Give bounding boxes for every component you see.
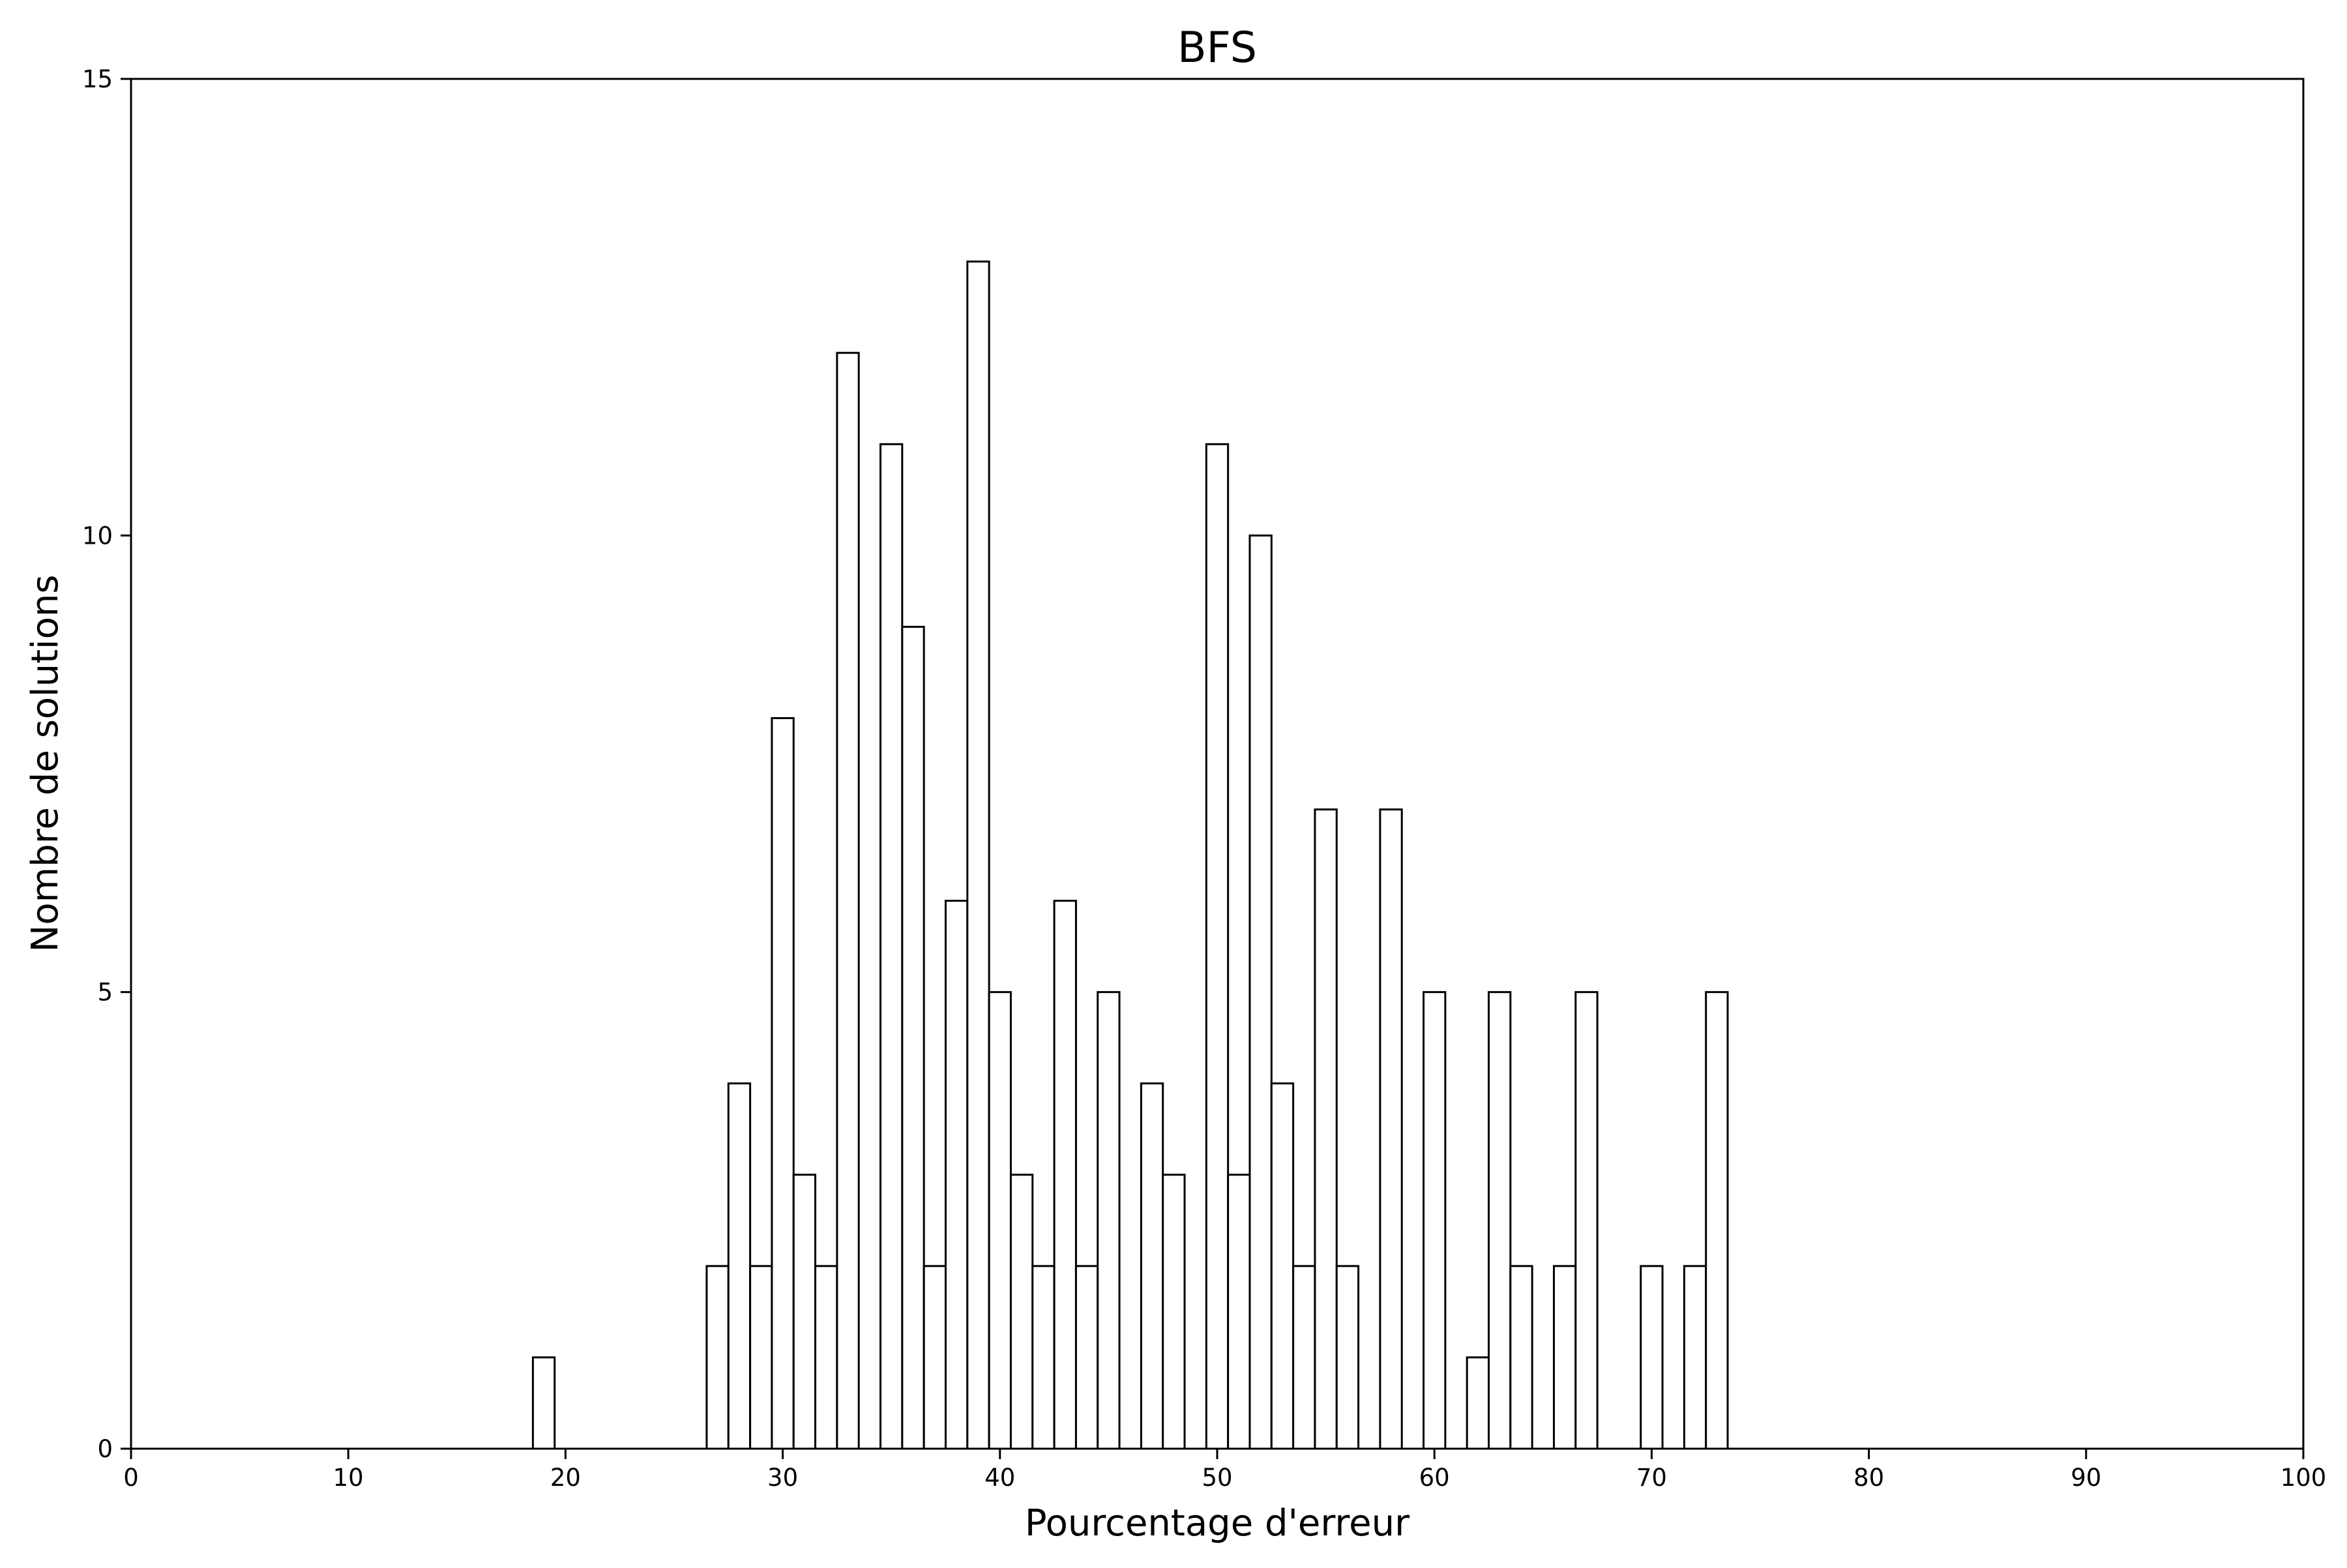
bar-10 xyxy=(923,1265,947,1450)
bar-13 xyxy=(988,991,1012,1450)
x-axis-label: Pourcentage d'erreur xyxy=(1025,1502,1410,1545)
bar-11 xyxy=(945,900,969,1450)
bar-2 xyxy=(727,1082,752,1450)
bar-3 xyxy=(749,1265,773,1450)
bar-21 xyxy=(1205,443,1230,1450)
y-axis-ticks: 0 5 10 15 xyxy=(82,65,131,1463)
y-tick-label-0: 0 xyxy=(97,1435,113,1463)
x-axis-ticks: 0 10 20 30 40 50 60 70 80 90 100 xyxy=(123,1449,2326,1492)
bar-20 xyxy=(1162,1174,1186,1450)
bar-0 xyxy=(531,1356,556,1450)
bar-23 xyxy=(1248,534,1273,1450)
bar-19 xyxy=(1140,1082,1164,1450)
bar-7 xyxy=(836,351,860,1450)
bar-36 xyxy=(1683,1265,1707,1450)
x-tick-label-4: 40 xyxy=(984,1464,1015,1492)
y-tick-label-3: 15 xyxy=(82,65,113,93)
bar-12 xyxy=(966,260,990,1450)
x-tick-label-6: 60 xyxy=(1419,1464,1450,1492)
x-tick-label-3: 30 xyxy=(767,1464,798,1492)
chart-title: BFS xyxy=(1177,23,1257,72)
x-tick-label-7: 70 xyxy=(1636,1464,1667,1492)
x-tick-label-5: 50 xyxy=(1202,1464,1232,1492)
bar-5 xyxy=(792,1174,817,1450)
bar-6 xyxy=(814,1265,838,1450)
x-tick-label-0: 0 xyxy=(123,1464,139,1492)
y-tick-label-1: 5 xyxy=(97,979,113,1007)
bar-14 xyxy=(1009,1174,1034,1450)
bar-18 xyxy=(1097,991,1121,1450)
bar-30 xyxy=(1466,1356,1490,1450)
bar-33 xyxy=(1552,1265,1577,1450)
x-tick-label-8: 80 xyxy=(1853,1464,1884,1492)
bars-group xyxy=(531,260,1729,1450)
bar-29 xyxy=(1423,991,1447,1450)
y-tick-label-2: 10 xyxy=(82,522,113,550)
bar-16 xyxy=(1053,900,1077,1450)
bar-37 xyxy=(1705,991,1729,1450)
x-tick-label-9: 90 xyxy=(2071,1464,2101,1492)
y-axis-label: Nombre de solutions xyxy=(24,574,66,952)
bar-27 xyxy=(1335,1265,1360,1450)
bar-32 xyxy=(1509,1265,1533,1450)
bar-26 xyxy=(1314,808,1338,1450)
bar-31 xyxy=(1488,991,1512,1450)
x-tick-label-2: 20 xyxy=(550,1464,581,1492)
bar-25 xyxy=(1292,1265,1316,1450)
bar-9 xyxy=(901,625,925,1450)
bar-1 xyxy=(705,1265,730,1450)
bar-17 xyxy=(1074,1265,1099,1450)
bar-4 xyxy=(771,717,795,1450)
bar-8 xyxy=(879,443,904,1450)
bar-35 xyxy=(1640,1265,1664,1450)
bar-15 xyxy=(1031,1265,1055,1450)
bar-22 xyxy=(1227,1174,1251,1450)
x-tick-label-10: 100 xyxy=(2281,1464,2327,1492)
bar-24 xyxy=(1270,1082,1295,1450)
bar-28 xyxy=(1379,808,1403,1450)
bar-34 xyxy=(1574,991,1599,1450)
x-tick-label-1: 10 xyxy=(333,1464,364,1492)
